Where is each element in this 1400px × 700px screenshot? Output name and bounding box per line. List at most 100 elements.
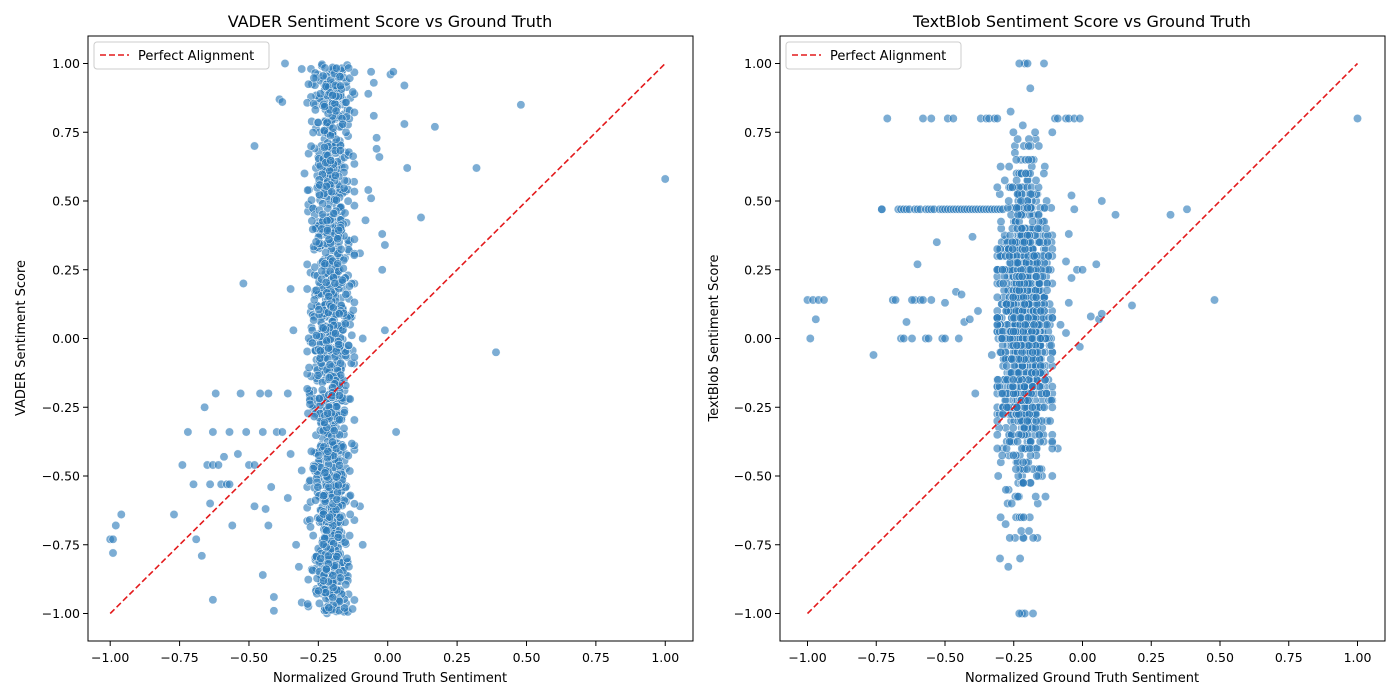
textblob-data-point — [1166, 210, 1175, 220]
textblob-data-point — [993, 375, 1003, 385]
textblob-data-point — [1019, 237, 1029, 247]
textblob-data-point — [1016, 526, 1026, 536]
vader-data-point — [318, 539, 328, 549]
vader-data-point — [388, 67, 398, 77]
textblob-data-point — [1023, 59, 1032, 68]
textblob-data-point — [1007, 182, 1017, 192]
textblob-data-point — [1047, 402, 1057, 412]
vader-data-point — [335, 72, 345, 82]
textblob-data-point — [1009, 327, 1018, 337]
vader-data-point — [328, 593, 338, 602]
textblob-data-point — [1061, 328, 1071, 338]
textblob-data-point — [996, 512, 1006, 522]
vader-x-axis-label: Normalized Ground Truth Sentiment — [273, 671, 507, 686]
textblob-data-point — [970, 389, 980, 398]
vader-data-point — [399, 119, 409, 129]
textblob-data-point — [811, 314, 821, 324]
vader-data-point — [315, 346, 325, 356]
vader-data-point — [306, 446, 316, 456]
vader-data-point — [331, 472, 341, 482]
vader-data-point — [328, 123, 338, 133]
textblob-data-point — [1001, 485, 1011, 495]
textblob-data-point — [1021, 169, 1031, 178]
textblob-data-point — [1017, 224, 1027, 233]
textblob-data-point — [1001, 519, 1011, 529]
vader-data-point — [320, 259, 330, 269]
vader-data-point — [332, 494, 342, 504]
vader-data-point — [200, 402, 210, 412]
textblob-data-point — [1020, 320, 1030, 330]
textblob-reference-line-group — [806, 62, 1359, 615]
vader-data-point — [344, 63, 354, 73]
vader-data-point — [333, 259, 343, 269]
vader-data-point — [361, 215, 370, 225]
textblob-data-point — [1028, 347, 1038, 357]
vader-data-point — [319, 576, 328, 586]
vader-data-point — [250, 501, 259, 511]
textblob-data-point — [1075, 114, 1085, 123]
textblob-y-tick-label: −0.25 — [734, 400, 772, 415]
textblob-data-point — [1031, 368, 1041, 378]
vader-data-point — [328, 570, 338, 580]
vader-data-point — [291, 540, 301, 550]
textblob-data-point — [1067, 273, 1076, 283]
vader-data-point — [339, 408, 349, 417]
vader-data-point — [255, 389, 265, 398]
vader-data-point — [327, 187, 337, 197]
vader-data-point — [336, 81, 345, 91]
vader-data-point — [169, 510, 179, 519]
textblob-data-point — [1008, 244, 1018, 254]
vader-plot-frame — [87, 35, 694, 642]
textblob-data-point — [1045, 416, 1055, 426]
textblob-data-point — [1020, 299, 1029, 309]
vader-data-point — [349, 297, 359, 307]
vader-data-point — [309, 315, 319, 325]
vader-data-point — [491, 347, 501, 357]
vader-data-point — [233, 449, 243, 459]
textblob-data-point — [924, 334, 933, 343]
textblob-data-point — [926, 114, 936, 123]
vader-data-point — [325, 360, 335, 370]
vader-data-point — [315, 89, 325, 99]
vader-data-point — [116, 510, 126, 519]
textblob-data-point — [899, 334, 909, 343]
textblob-data-point — [1031, 272, 1041, 282]
vader-data-point — [307, 195, 316, 205]
vader-panel: VADER Sentiment Score vs Ground Truth −1… — [14, 12, 694, 686]
vader-data-point — [316, 554, 326, 563]
vader-data-point — [335, 460, 344, 470]
textblob-data-point — [932, 237, 942, 247]
vader-data-point — [372, 144, 382, 154]
vader-data-point — [324, 291, 334, 301]
vader-data-point — [303, 575, 313, 585]
vader-data-point — [311, 237, 321, 247]
textblob-data-point — [957, 290, 966, 299]
textblob-data-point — [1031, 175, 1041, 185]
vader-data-point — [324, 482, 334, 492]
vader-data-point — [322, 117, 332, 127]
vader-data-point — [344, 340, 354, 350]
vader-data-point — [302, 284, 312, 294]
textblob-data-point — [968, 232, 977, 242]
textblob-data-point — [1008, 292, 1018, 302]
textblob-data-point — [1028, 382, 1038, 392]
textblob-data-point — [998, 389, 1007, 398]
vader-data-point — [302, 347, 312, 356]
vader-data-point — [314, 305, 324, 315]
vader-data-point — [283, 493, 293, 503]
textblob-data-point — [1024, 155, 1033, 165]
vader-data-point — [309, 295, 319, 305]
textblob-data-point — [1039, 402, 1049, 412]
textblob-data-point — [913, 259, 922, 269]
textblob-data-point — [1046, 340, 1056, 350]
textblob-data-point — [992, 114, 1002, 123]
vader-data-point — [177, 460, 187, 470]
vader-data-point — [302, 259, 312, 269]
textblob-data-point — [1012, 203, 1022, 213]
textblob-reference-line — [806, 62, 1359, 615]
vader-data-point — [333, 532, 343, 542]
vader-data-point — [320, 102, 330, 111]
vader-data-point — [308, 128, 318, 137]
vader-data-point — [319, 126, 329, 136]
vader-data-point — [263, 389, 273, 398]
